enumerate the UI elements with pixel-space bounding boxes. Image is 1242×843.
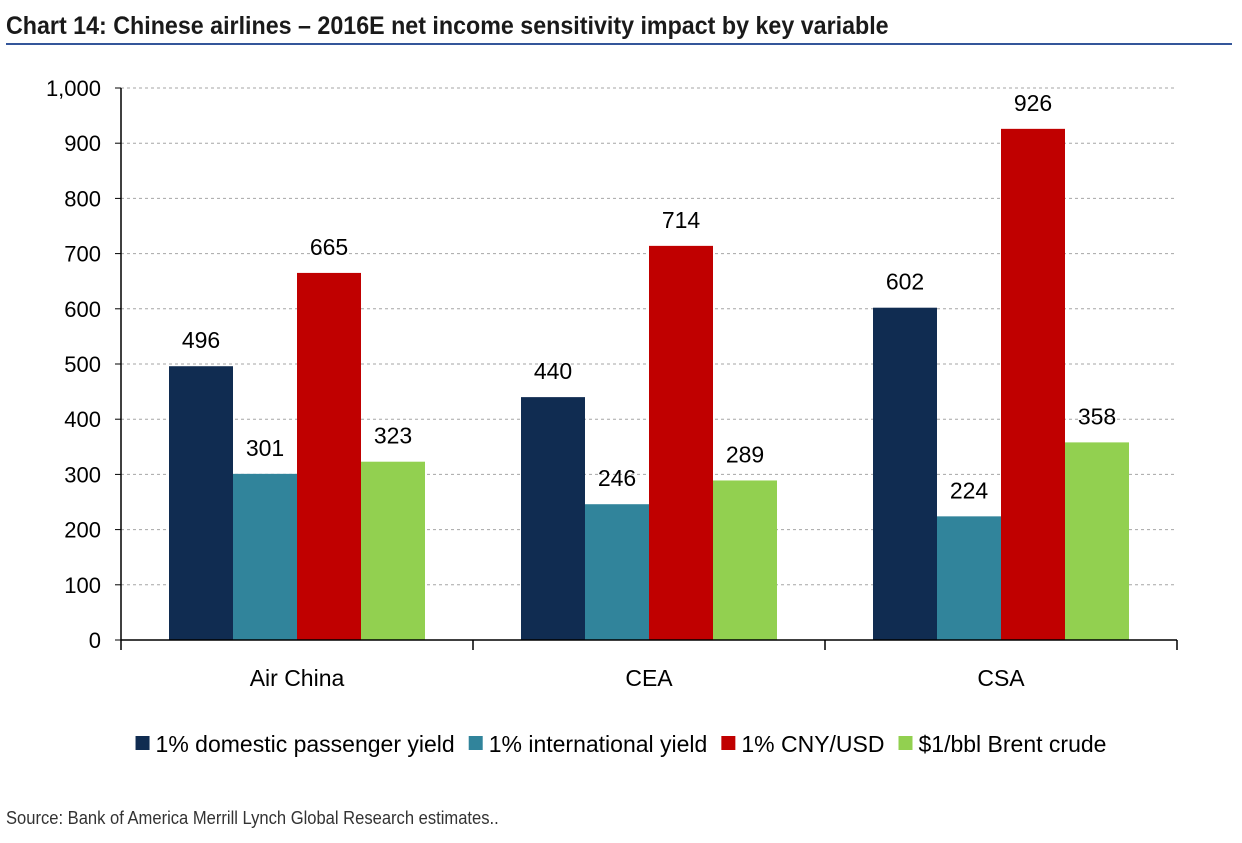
legend-item: 1% international yield [468, 731, 708, 757]
y-tick-label: 700 [64, 242, 101, 267]
legend-swatch [468, 736, 483, 750]
source-note: Source: Bank of America Merrill Lynch Gl… [6, 808, 499, 828]
data-label: 224 [950, 477, 989, 503]
data-label: 602 [886, 269, 924, 295]
legend-swatch [898, 736, 913, 750]
legend: 1% domestic passenger yield 1% internatio… [135, 731, 1107, 757]
y-tick-label: 0 [89, 628, 101, 653]
legend-label: 1% CNY/USD [741, 731, 884, 757]
data-label: 496 [182, 327, 220, 353]
category-label: CSA [977, 665, 1025, 691]
chart-title: Chart 14: Chinese airlines – 2016E net i… [6, 12, 889, 40]
bar [585, 504, 649, 640]
y-tick-label: 900 [64, 131, 101, 156]
legend-swatch [135, 736, 150, 750]
y-tick-label: 200 [64, 518, 101, 543]
y-tick-label: 800 [64, 186, 101, 211]
y-tick-label: 1,000 [46, 76, 101, 101]
legend-swatch [721, 736, 736, 750]
legend-item: 1% CNY/USD [721, 731, 885, 757]
data-label: 289 [726, 441, 764, 467]
legend-item: $1/bbl Brent crude [898, 731, 1107, 757]
bar [361, 461, 425, 640]
y-tick-label: 600 [64, 297, 101, 322]
bar [649, 245, 713, 640]
legend-label: 1% international yield [489, 731, 708, 757]
data-label: 323 [374, 423, 412, 449]
bar [713, 480, 777, 640]
bar [521, 397, 585, 640]
bar [1065, 442, 1129, 640]
bars [169, 128, 1129, 640]
legend-label: $1/bbl Brent crude [919, 731, 1107, 757]
bar [169, 366, 233, 640]
legend-item: 1% domestic passenger yield [135, 731, 455, 757]
bar [297, 272, 361, 640]
data-label: 714 [662, 207, 701, 233]
bar [233, 473, 297, 640]
bar [937, 516, 1001, 640]
data-label: 246 [598, 465, 636, 491]
category-label: CEA [625, 665, 673, 691]
data-label: 358 [1078, 403, 1116, 429]
y-tick-label: 300 [64, 462, 101, 487]
data-label: 665 [310, 234, 348, 260]
y-tick-label: 500 [64, 352, 101, 377]
data-label: 926 [1014, 90, 1052, 116]
bar [1001, 128, 1065, 640]
bar [873, 307, 937, 640]
axes: 0 100 200 300 400 500 600 700 800 900 1,000 Air Chi… [46, 76, 1178, 691]
data-label: 301 [246, 435, 284, 461]
legend-label: 1% domestic passenger yield [156, 731, 455, 757]
y-tick-label: 100 [64, 573, 101, 598]
data-label: 440 [534, 358, 572, 384]
category-label: Air China [250, 665, 345, 691]
title-rule [6, 43, 1232, 45]
y-tick-label: 400 [64, 407, 101, 432]
data-labels: 496 301 665 323 440 246 714 289 602 224 926 358 [182, 90, 1116, 504]
